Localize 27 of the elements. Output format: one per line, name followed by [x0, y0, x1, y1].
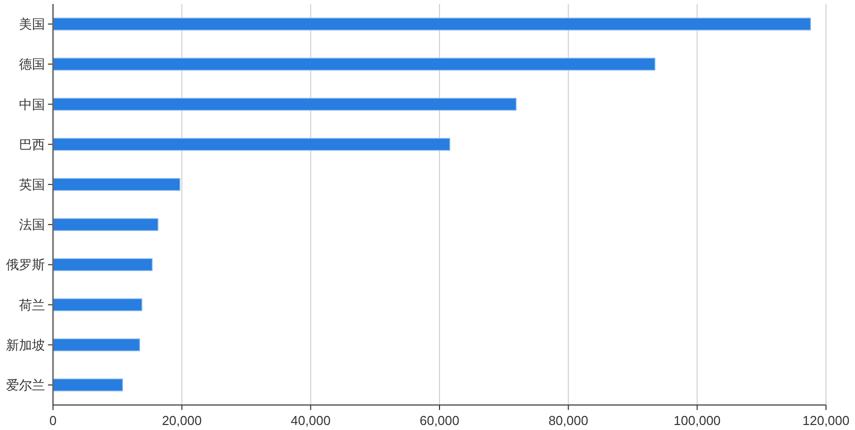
bar	[52, 218, 158, 231]
y-tick-label: 俄罗斯	[6, 257, 45, 272]
y-tick-label: 爱尔兰	[6, 377, 45, 392]
y-tick-label: 美国	[19, 16, 45, 32]
bar	[52, 58, 656, 71]
bar	[52, 138, 450, 151]
x-tick-label: 0	[49, 413, 57, 428]
y-tick-label: 英国	[19, 176, 45, 192]
x-tick-label: 100,000	[674, 413, 721, 428]
bar	[52, 98, 517, 111]
bar	[52, 378, 123, 392]
y-tick-label: 荷兰	[19, 297, 45, 312]
x-tick-label: 60,000	[420, 413, 460, 428]
x-tick-label: 40,000	[290, 413, 331, 428]
x-tick-label: 80,000	[548, 413, 588, 428]
y-tick-label: 法国	[19, 217, 45, 232]
y-tick-label: 中国	[19, 96, 45, 112]
x-tick-label: 20,000	[162, 413, 202, 428]
bar	[52, 18, 811, 30]
bar	[52, 258, 153, 272]
bar	[52, 338, 140, 352]
y-tick-label: 德国	[19, 56, 45, 72]
x-tick-label: 120,000	[802, 413, 850, 428]
bar	[52, 298, 142, 312]
y-tick-label: 新加坡	[6, 337, 45, 352]
y-tick-label: 巴西	[19, 136, 45, 152]
bar	[52, 178, 180, 191]
